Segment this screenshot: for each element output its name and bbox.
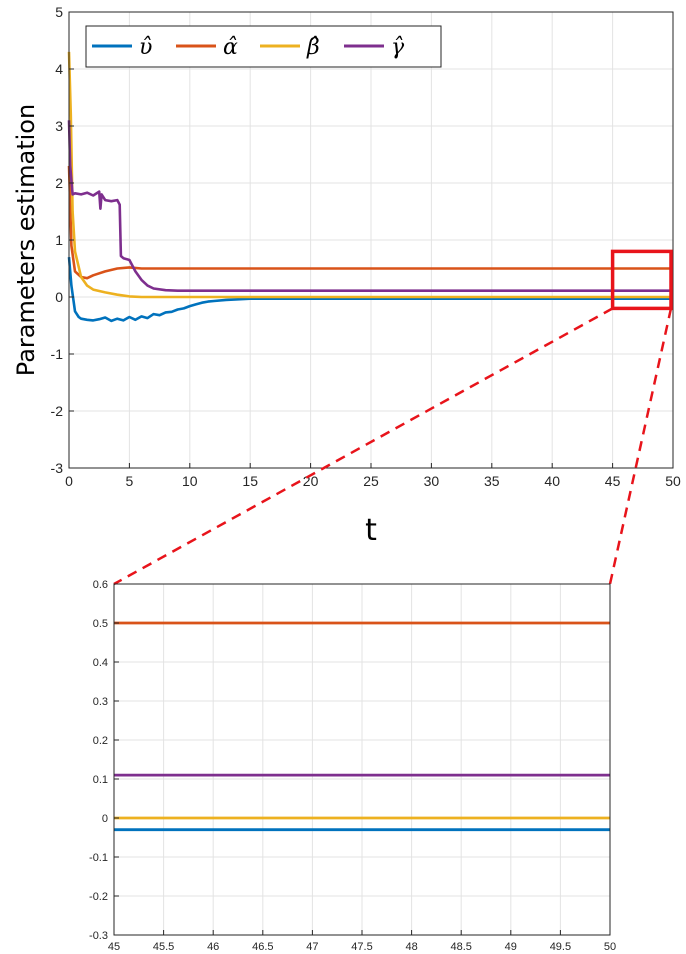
zoom-connectors (113, 307, 673, 586)
y-tick-label: 0.6 (93, 579, 108, 591)
y-tick-label: 5 (55, 4, 63, 20)
series-line-4 (67, 120, 673, 293)
y-tick-label: 2 (55, 175, 63, 191)
y-tick-label: 0.2 (93, 735, 108, 747)
x-axis-title: t (365, 513, 377, 548)
y-tick-label: -0.2 (89, 891, 108, 903)
legend-label-4: γ̂ (391, 35, 405, 60)
y-tick-label: 0 (102, 813, 108, 825)
x-tick-label: 47 (306, 941, 318, 953)
x-tick-label: 15 (242, 473, 258, 489)
series-line-2 (67, 165, 673, 280)
legend-label-2: α̂ (223, 35, 238, 60)
y-tick-label: -0.1 (89, 852, 108, 864)
x-tick-label: 25 (363, 473, 379, 489)
main-chart: 0 5 10 15 20 25 30 35 40 45 50-3-2-1012345tParamet… (12, 4, 681, 548)
x-tick-label: 45 (605, 473, 621, 489)
y-tick-label: 0.1 (93, 774, 108, 786)
legend: υ̂ α̂ β̂ γ̂ (85, 25, 442, 68)
x-tick-label: 30 (424, 473, 440, 489)
y-tick-label: 0.3 (93, 696, 108, 708)
y-tick-label: -1 (51, 346, 64, 362)
x-tick-label: 40 (544, 473, 560, 489)
y-tick-label: 1 (55, 232, 63, 248)
zoom-connector-right (608, 308, 673, 585)
x-tick-label: 47.5 (351, 941, 372, 953)
zoom-region-box (610, 249, 673, 311)
x-tick-label: 48.5 (450, 941, 471, 953)
x-tick-label: 5 (126, 473, 134, 489)
y-tick-label: -3 (51, 460, 64, 476)
x-tick-label: 49.5 (550, 941, 571, 953)
x-tick-label: 45 (108, 941, 120, 953)
x-tick-label: 45.5 (153, 941, 174, 953)
y-tick-label: 3 (55, 118, 63, 134)
series-line-1 (67, 256, 673, 323)
x-tick-label: 50 (604, 941, 616, 953)
x-tick-label: 35 (484, 473, 500, 489)
legend-label-3: β̂ (306, 35, 320, 60)
x-tick-label: 49 (505, 941, 517, 953)
y-tick-label: 0 (55, 289, 63, 305)
x-tick-label: 50 (665, 473, 681, 489)
x-tick-label: 0 (65, 473, 73, 489)
y-tick-label: 0.4 (93, 657, 108, 669)
y-tick-label: 4 (55, 61, 63, 77)
x-tick-label: 48 (405, 941, 417, 953)
y-axis-title: Parameters estimation (12, 104, 40, 376)
zoom-connector-left (113, 307, 614, 586)
zoom-chart: 45 45.5 46 46.5 47 47.5 48 48.5 49 49.5 50 -0.3 -0.2… (89, 579, 616, 953)
x-tick-label: 10 (182, 473, 198, 489)
legend-label-1: υ̂ (139, 35, 152, 60)
series-line-3 (67, 51, 673, 299)
y-tick-label: -0.3 (89, 930, 108, 942)
y-tick-label: -2 (51, 403, 64, 419)
y-tick-label: 0.5 (93, 618, 108, 630)
x-tick-label: 46.5 (252, 941, 273, 953)
x-tick-label: 46 (207, 941, 219, 953)
